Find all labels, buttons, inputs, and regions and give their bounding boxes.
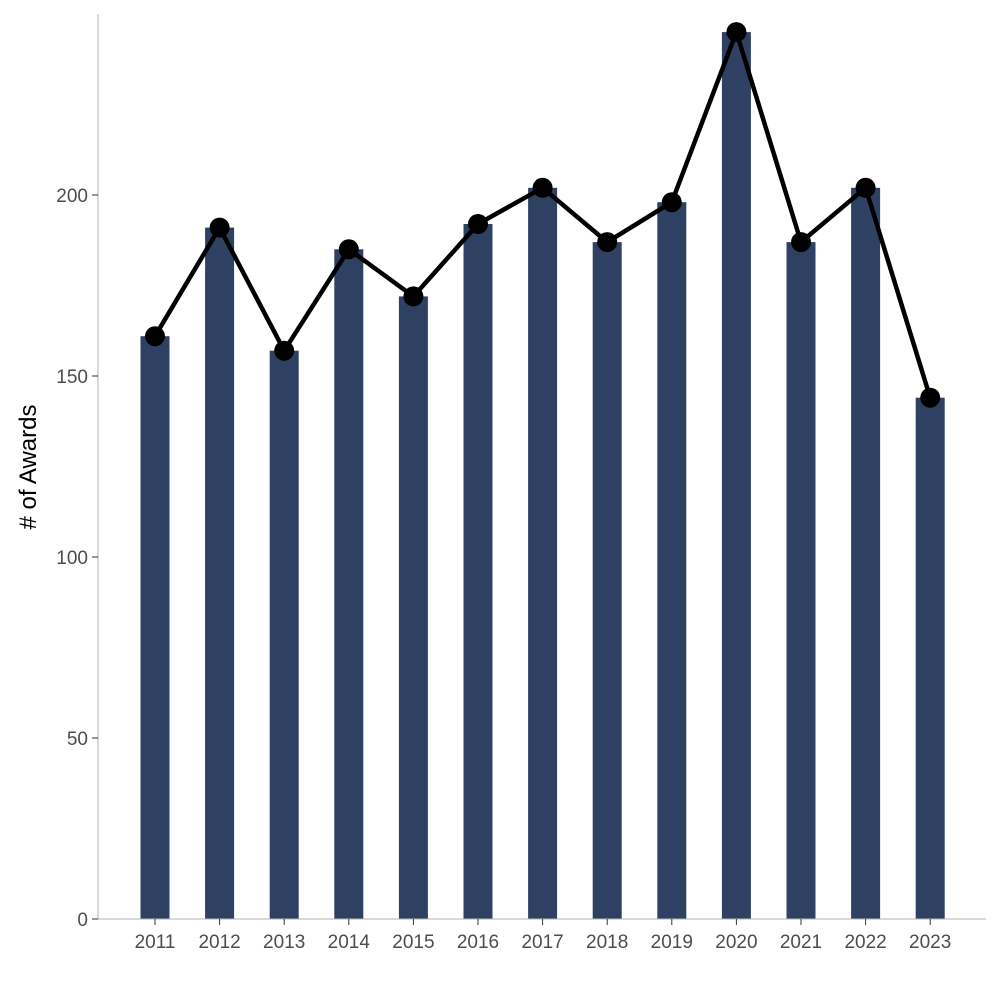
point-2021 [791,232,811,253]
bar-2021 [786,242,816,920]
point-2012 [209,217,230,238]
point-2014 [338,239,359,260]
y-tick-label-150: 150 [56,367,88,388]
point-2019 [661,192,682,213]
y-tick-label-0: 0 [77,910,88,931]
point-2020 [726,22,747,43]
x-tick-label-2012: 2012 [198,932,240,953]
point-2011 [145,326,165,347]
x-tick-label-2017: 2017 [521,932,563,953]
bar-2019 [657,202,687,919]
bars-layer [140,32,945,920]
bar-2015 [398,296,428,919]
point-2016 [468,214,488,234]
bar-2020 [721,32,751,920]
point-2015 [403,286,424,307]
x-tick-label-2015: 2015 [392,932,434,953]
x-tick-label-2022: 2022 [844,932,886,953]
x-tick-label-2018: 2018 [586,932,628,953]
y-tick-label-100: 100 [56,548,88,569]
bar-2012 [205,227,235,920]
x-tick-label-2016: 2016 [457,932,499,953]
x-tick-label-2011: 2011 [135,932,176,953]
bar-2023 [915,397,945,919]
y-axis-title: # of Awards [15,405,42,530]
x-tick-label-2019: 2019 [651,932,693,953]
point-2018 [597,232,618,253]
bar-2018 [592,242,622,920]
y-tick-label-50: 50 [67,729,88,750]
x-tick-label-2021: 2021 [780,932,822,953]
x-tick-label-2023: 2023 [909,932,951,953]
bar-2011 [140,336,170,919]
bar-2013 [269,350,299,919]
bar-2022 [851,187,881,920]
x-tick-label-2014: 2014 [328,932,371,953]
ticks-layer: 0 50 100 150 200 2011 2012 2013 2014 2015 2016 2017… [56,186,951,953]
point-2013 [274,340,295,361]
axes-layer [97,14,986,920]
x-tick-label-2013: 2013 [263,932,305,953]
point-2022 [855,177,876,198]
line-layer [145,22,941,408]
point-2023 [920,387,941,408]
y-tick-label-200: 200 [56,186,88,207]
point-2017 [532,177,553,198]
bar-2016 [463,224,493,919]
x-tick-label-2020: 2020 [715,932,757,953]
bar-2017 [528,187,558,920]
bar-2014 [334,249,364,920]
